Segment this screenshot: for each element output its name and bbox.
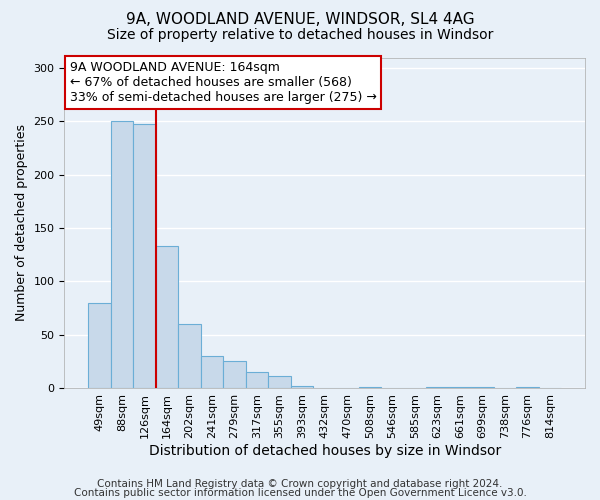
Text: 9A, WOODLAND AVENUE, WINDSOR, SL4 4AG: 9A, WOODLAND AVENUE, WINDSOR, SL4 4AG xyxy=(125,12,475,28)
Bar xyxy=(88,302,110,388)
Bar xyxy=(449,387,471,388)
Bar xyxy=(178,324,201,388)
Text: Contains HM Land Registry data © Crown copyright and database right 2024.: Contains HM Land Registry data © Crown c… xyxy=(97,479,503,489)
Bar xyxy=(516,387,539,388)
Bar xyxy=(133,124,155,388)
Bar xyxy=(268,376,291,388)
Bar xyxy=(426,387,449,388)
Text: 9A WOODLAND AVENUE: 164sqm
← 67% of detached houses are smaller (568)
33% of sem: 9A WOODLAND AVENUE: 164sqm ← 67% of deta… xyxy=(70,61,376,104)
X-axis label: Distribution of detached houses by size in Windsor: Distribution of detached houses by size … xyxy=(149,444,501,458)
Bar xyxy=(201,356,223,388)
Text: Contains public sector information licensed under the Open Government Licence v3: Contains public sector information licen… xyxy=(74,488,526,498)
Bar xyxy=(110,122,133,388)
Y-axis label: Number of detached properties: Number of detached properties xyxy=(15,124,28,321)
Bar xyxy=(246,372,268,388)
Bar xyxy=(223,362,246,388)
Text: Size of property relative to detached houses in Windsor: Size of property relative to detached ho… xyxy=(107,28,493,42)
Bar xyxy=(471,387,494,388)
Bar xyxy=(155,246,178,388)
Bar xyxy=(291,386,313,388)
Bar xyxy=(359,387,381,388)
